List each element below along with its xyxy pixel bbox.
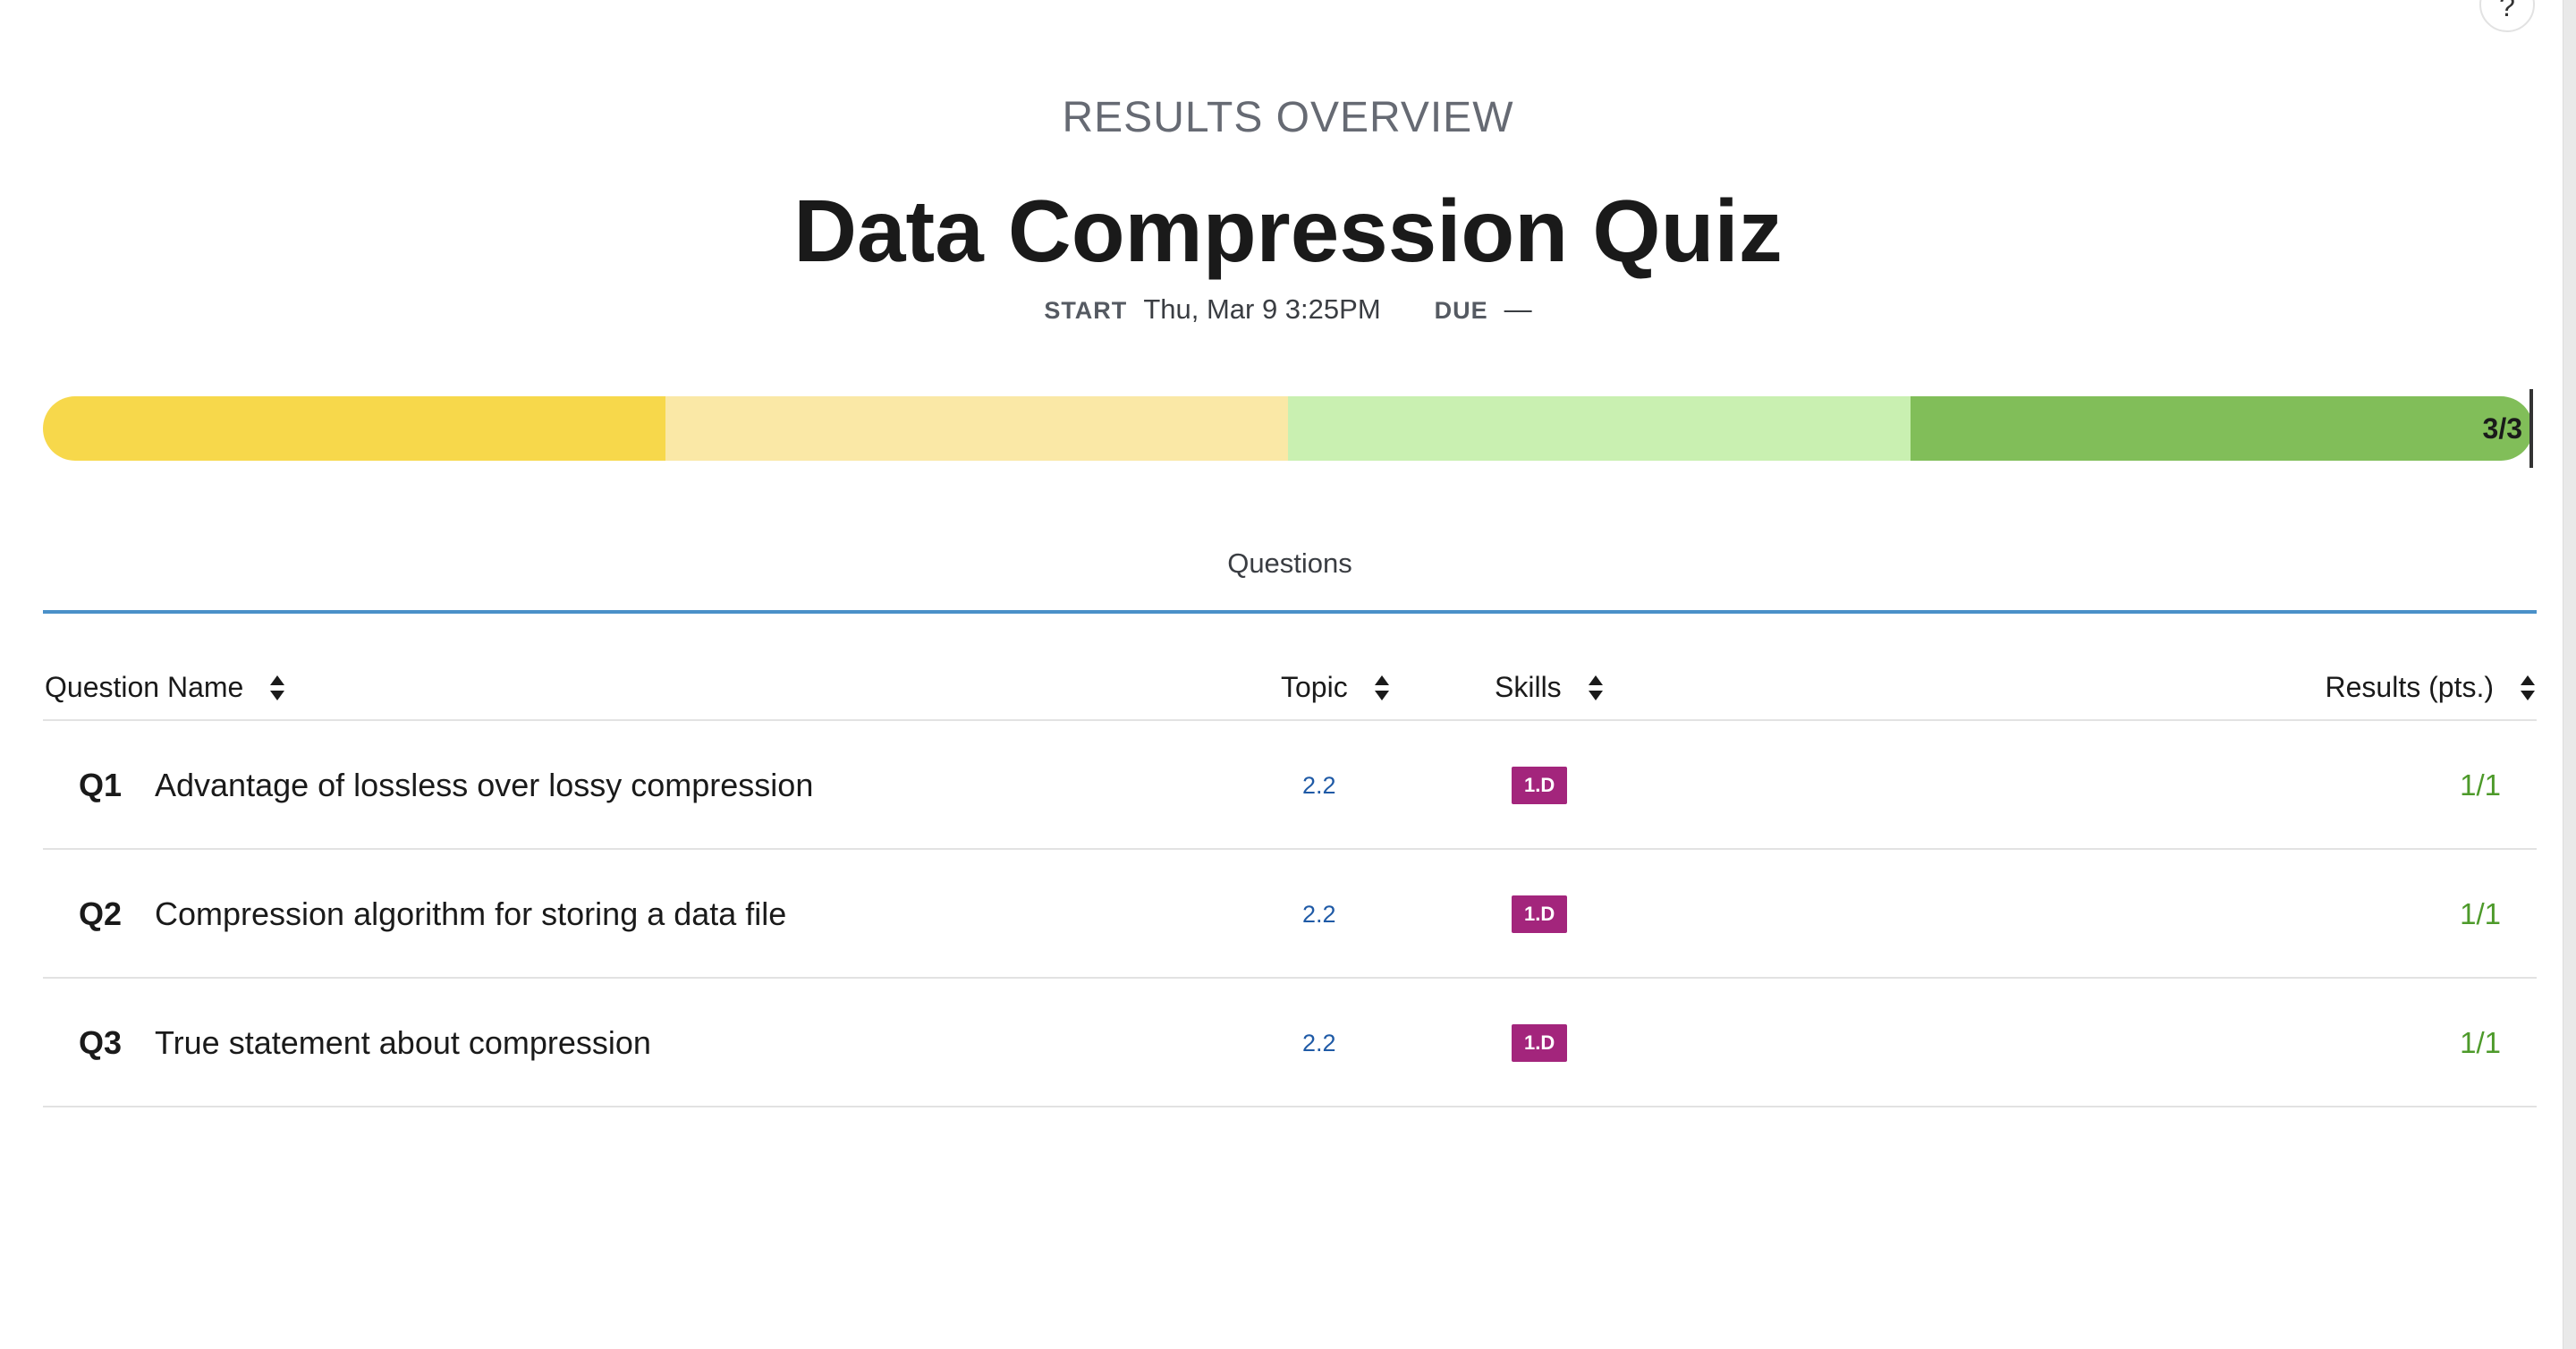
question-number: Q2: [79, 895, 123, 932]
due-value: —: [1504, 293, 1532, 325]
skill-badge-label: 1.D: [1512, 1024, 1568, 1062]
skill-badge: 1.D: [1512, 721, 1568, 850]
question-name-link[interactable]: Compression algorithm for storing a data…: [155, 895, 787, 932]
progress-segment-3: [1288, 396, 1911, 461]
column-header-skills[interactable]: Skills: [1495, 671, 1603, 704]
topic-link[interactable]: 2.2: [1302, 771, 1336, 799]
column-header-label: Skills: [1495, 671, 1562, 703]
column-header-label: Question Name: [45, 671, 244, 703]
skill-badge-label: 1.D: [1512, 895, 1568, 933]
sort-icon[interactable]: [2521, 674, 2535, 701]
page-header: RESULTS OVERVIEW Data Compression Quiz: [0, 86, 2576, 277]
progress-segment-1: [43, 396, 665, 461]
page-scrollbar[interactable]: [2563, 0, 2576, 1349]
progress-segment-2: [665, 396, 1288, 461]
question-number: Q3: [79, 1024, 123, 1061]
topic-link[interactable]: 2.2: [1302, 900, 1336, 928]
question-number: Q1: [79, 767, 123, 803]
question-result: 1/1: [2460, 1026, 2501, 1059]
questions-table: Question Name Topic Skills Results (pts.…: [43, 660, 2537, 1107]
skill-badge: 1.D: [1512, 979, 1568, 1107]
column-header-topic[interactable]: Topic: [1281, 671, 1389, 704]
progress-marker: [2529, 389, 2533, 468]
help-button[interactable]: ?: [2479, 0, 2535, 32]
column-header-label: Results (pts.): [2325, 671, 2494, 703]
question-result: 1/1: [2460, 897, 2501, 930]
tab-questions[interactable]: Questions: [1227, 547, 1352, 579]
table-header: Question Name Topic Skills Results (pts.…: [43, 660, 2537, 721]
start-value: Thu, Mar 9 3:25PM: [1143, 293, 1381, 325]
due-label: DUE: [1434, 297, 1488, 324]
progress-segment-4: [1911, 396, 2533, 461]
question-name-link[interactable]: True statement about compression: [155, 1024, 651, 1061]
table-row[interactable]: Q1 Advantage of lossless over lossy comp…: [43, 721, 2537, 850]
column-header-question-name[interactable]: Question Name: [45, 671, 285, 704]
skill-badge-label: 1.D: [1512, 767, 1568, 804]
sort-icon[interactable]: [1374, 674, 1389, 701]
page-overline: RESULTS OVERVIEW: [1062, 94, 1514, 141]
skill-badge: 1.D: [1512, 850, 1568, 979]
question-name-link[interactable]: Advantage of lossless over lossy compres…: [155, 767, 814, 803]
sort-icon[interactable]: [270, 674, 285, 701]
question-result: 1/1: [2460, 768, 2501, 802]
progress-score-label: 3/3: [2482, 412, 2522, 445]
table-row[interactable]: Q2 Compression algorithm for storing a d…: [43, 850, 2537, 979]
page-title: Data Compression Quiz: [793, 182, 1783, 280]
assignment-dates: START Thu, Mar 9 3:25PM DUE —: [0, 293, 2576, 326]
score-progress-bar: 3/3: [43, 396, 2533, 461]
column-header-label: Topic: [1281, 671, 1348, 703]
tab-bar: Questions: [43, 537, 2537, 614]
column-header-results[interactable]: Results (pts.): [2326, 671, 2535, 704]
topic-link[interactable]: 2.2: [1302, 1029, 1336, 1056]
table-row[interactable]: Q3 True statement about compression 2.2 …: [43, 979, 2537, 1107]
help-icon: ?: [2499, 0, 2515, 22]
start-label: START: [1044, 297, 1128, 324]
sort-icon[interactable]: [1588, 674, 1603, 701]
